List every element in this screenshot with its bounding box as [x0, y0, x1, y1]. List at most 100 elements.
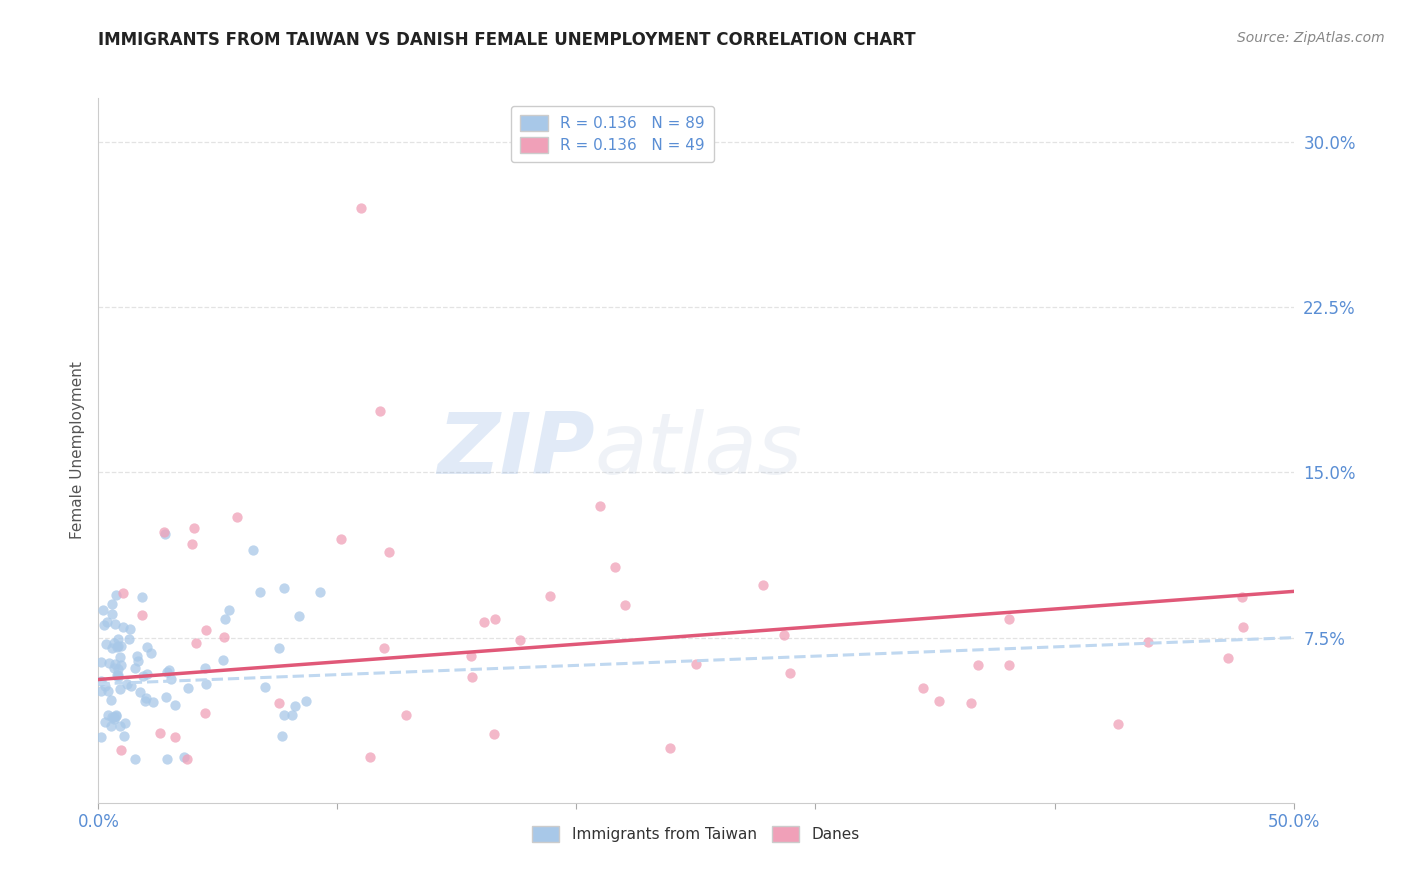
Point — [160, 672, 183, 686]
Point — [124, 661, 146, 675]
Point — [959, 696, 981, 710]
Point — [100, 693, 122, 707]
Point — [378, 545, 401, 559]
Point — [194, 661, 217, 675]
Point — [779, 665, 801, 680]
Text: IMMIGRANTS FROM TAIWAN VS DANISH FEMALE UNEMPLOYMENT CORRELATION CHART: IMMIGRANTS FROM TAIWAN VS DANISH FEMALE … — [98, 31, 917, 49]
Point — [183, 520, 205, 534]
Point — [194, 706, 217, 720]
Point — [195, 677, 218, 691]
Point — [100, 719, 122, 733]
Point — [163, 730, 186, 744]
Point — [98, 656, 121, 670]
Point — [751, 578, 773, 592]
Point — [181, 536, 204, 550]
Point — [120, 623, 142, 637]
Point — [104, 709, 127, 723]
Point — [104, 616, 127, 631]
Point — [267, 640, 290, 655]
Point — [329, 532, 352, 546]
Point — [139, 646, 162, 660]
Point — [212, 630, 235, 644]
Point — [184, 636, 207, 650]
Point — [94, 715, 117, 730]
Point — [269, 696, 291, 710]
Text: ZIP: ZIP — [437, 409, 595, 492]
Point — [350, 201, 373, 215]
Point — [153, 524, 176, 539]
Point — [156, 752, 179, 766]
Point — [472, 615, 495, 629]
Point — [94, 637, 117, 651]
Point — [104, 588, 127, 602]
Point — [101, 598, 124, 612]
Point — [659, 740, 682, 755]
Point — [103, 712, 125, 726]
Point — [284, 699, 307, 714]
Point — [155, 527, 177, 541]
Point — [107, 670, 129, 684]
Point — [117, 677, 139, 691]
Point — [613, 599, 636, 613]
Point — [120, 679, 142, 693]
Point — [90, 684, 112, 698]
Point — [370, 404, 392, 418]
Point — [1107, 716, 1129, 731]
Point — [156, 665, 179, 680]
Point — [103, 636, 125, 650]
Point — [249, 584, 271, 599]
Point — [110, 658, 132, 673]
Point — [108, 719, 131, 733]
Point — [460, 648, 482, 663]
Point — [91, 603, 114, 617]
Point — [97, 708, 120, 723]
Point — [157, 663, 180, 677]
Point — [124, 752, 146, 766]
Point — [966, 658, 988, 673]
Point — [107, 639, 129, 653]
Point — [194, 623, 217, 637]
Point — [107, 632, 129, 646]
Y-axis label: Female Unemployment: Female Unemployment — [69, 361, 84, 540]
Point — [131, 591, 153, 605]
Point — [90, 655, 112, 669]
Point — [1137, 635, 1160, 649]
Point — [105, 668, 128, 682]
Point — [90, 730, 112, 744]
Text: Source: ZipAtlas.com: Source: ZipAtlas.com — [1237, 31, 1385, 45]
Point — [105, 707, 128, 722]
Point — [96, 615, 118, 629]
Point — [685, 657, 707, 671]
Point — [131, 669, 153, 683]
Point — [484, 727, 506, 741]
Point — [103, 710, 125, 724]
Text: atlas: atlas — [595, 409, 803, 492]
Point — [134, 694, 156, 708]
Point — [1216, 651, 1239, 665]
Point — [112, 585, 135, 599]
Point — [359, 750, 381, 764]
Point — [214, 612, 236, 626]
Point — [484, 612, 506, 626]
Point — [142, 695, 165, 709]
Point — [911, 681, 934, 695]
Point — [127, 648, 149, 663]
Point — [509, 632, 531, 647]
Point — [135, 666, 157, 681]
Point — [131, 607, 153, 622]
Point — [177, 681, 200, 695]
Point — [538, 589, 561, 603]
Point — [110, 742, 132, 756]
Point — [997, 612, 1019, 626]
Point — [90, 673, 112, 688]
Point — [105, 640, 128, 654]
Point — [149, 726, 172, 740]
Point — [107, 667, 129, 681]
Point — [273, 708, 295, 723]
Point — [373, 641, 395, 656]
Point — [270, 729, 292, 743]
Point — [997, 657, 1019, 672]
Point — [103, 661, 125, 675]
Point — [93, 618, 115, 632]
Point — [395, 707, 418, 722]
